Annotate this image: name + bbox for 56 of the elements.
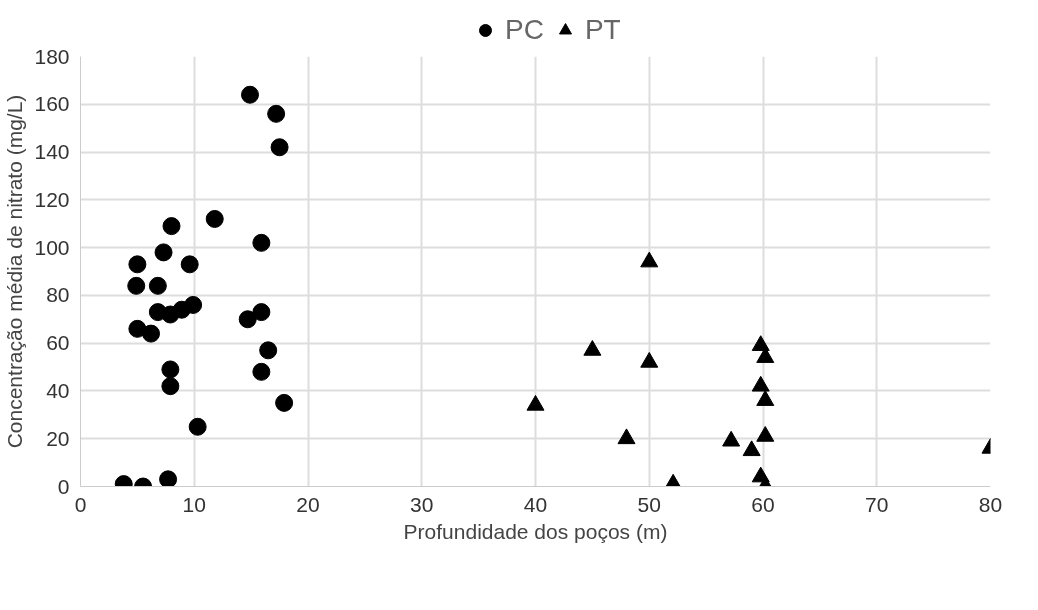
point xyxy=(252,303,271,322)
legend-label: PT xyxy=(584,14,621,46)
point xyxy=(259,341,278,360)
point xyxy=(184,295,203,314)
point xyxy=(267,104,286,123)
point xyxy=(252,233,271,252)
point xyxy=(162,217,181,236)
y-tick-label: 80 xyxy=(46,283,70,307)
point xyxy=(142,324,161,343)
point xyxy=(252,362,271,381)
y-tick-label: 40 xyxy=(46,378,70,402)
point xyxy=(240,85,259,104)
x-tick-label: 40 xyxy=(523,492,548,516)
point xyxy=(159,470,178,487)
x-tick-label: 20 xyxy=(296,492,320,516)
point xyxy=(238,310,257,329)
point xyxy=(617,428,636,445)
y-tick-label: 100 xyxy=(34,235,70,259)
point xyxy=(148,276,167,295)
x-tick-label: 30 xyxy=(410,492,434,516)
x-tick-label: 80 xyxy=(978,492,1003,516)
point xyxy=(188,417,207,436)
x-tick-label: 70 xyxy=(865,492,889,516)
x-tick-label: 50 xyxy=(637,492,661,516)
x-tick-label: 10 xyxy=(182,492,206,516)
point xyxy=(180,255,199,274)
y-axis-title: Concentração média de nitrato (mg/L) xyxy=(3,94,27,449)
x-axis-title: Profundidade dos poços (m) xyxy=(403,519,668,543)
y-tick-label: 120 xyxy=(34,187,70,211)
point xyxy=(270,138,289,157)
x-tick-label: 60 xyxy=(751,492,775,516)
point xyxy=(275,393,294,412)
point xyxy=(128,255,147,274)
point xyxy=(756,390,775,406)
point xyxy=(751,335,770,351)
point xyxy=(161,360,180,379)
point xyxy=(161,377,180,396)
point xyxy=(742,440,761,457)
point xyxy=(751,375,770,392)
point xyxy=(640,351,659,368)
point xyxy=(756,426,775,442)
point xyxy=(128,319,147,338)
y-tick-label: 0 xyxy=(57,474,70,498)
point xyxy=(154,243,173,262)
point xyxy=(205,209,224,228)
point xyxy=(526,394,545,411)
x-tick-label: 0 xyxy=(74,492,87,516)
y-tick-label: 20 xyxy=(46,426,70,450)
legend-label: PC xyxy=(505,14,544,46)
point xyxy=(127,276,146,295)
y-tick-label: 60 xyxy=(46,331,70,355)
y-tick-label: 140 xyxy=(34,140,70,164)
point xyxy=(583,340,602,356)
y-tick-label: 160 xyxy=(34,92,70,116)
y-tick-label: 180 xyxy=(34,44,70,68)
point xyxy=(722,430,741,447)
